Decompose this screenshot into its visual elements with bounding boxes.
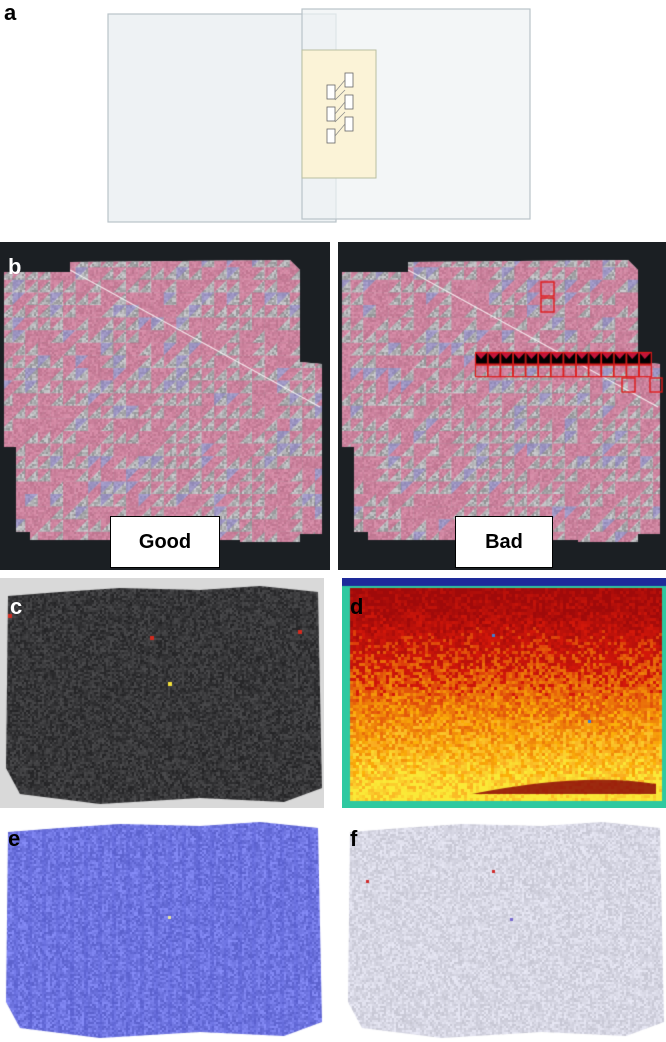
tile-left-outline xyxy=(107,13,337,223)
panel-f-letter: f xyxy=(350,826,358,851)
panel-f xyxy=(342,814,666,1042)
panel-b-bad xyxy=(338,242,666,570)
overlap-region xyxy=(301,49,377,179)
bad-label: Bad xyxy=(455,516,553,568)
panel-b-good xyxy=(0,242,330,570)
panel-e-letter: e xyxy=(8,826,21,851)
bad-mosaic-canvas xyxy=(338,242,666,570)
panel-e xyxy=(0,814,324,1042)
good-mosaic-canvas xyxy=(0,242,330,570)
good-label: Good xyxy=(110,516,220,568)
panel-a-letter: a xyxy=(4,0,17,25)
panel-d xyxy=(342,578,666,808)
panel-a-diagram xyxy=(107,8,531,223)
panel-c-canvas xyxy=(0,578,324,808)
panel-d-letter: d xyxy=(350,594,364,619)
panel-c xyxy=(0,578,324,808)
panel-b-letter: b xyxy=(8,254,22,279)
panel-c-letter: c xyxy=(10,594,23,619)
panel-e-canvas xyxy=(0,814,324,1042)
subtile-links xyxy=(334,79,346,137)
panel-d-canvas xyxy=(342,578,666,808)
panel-f-canvas xyxy=(342,814,666,1042)
